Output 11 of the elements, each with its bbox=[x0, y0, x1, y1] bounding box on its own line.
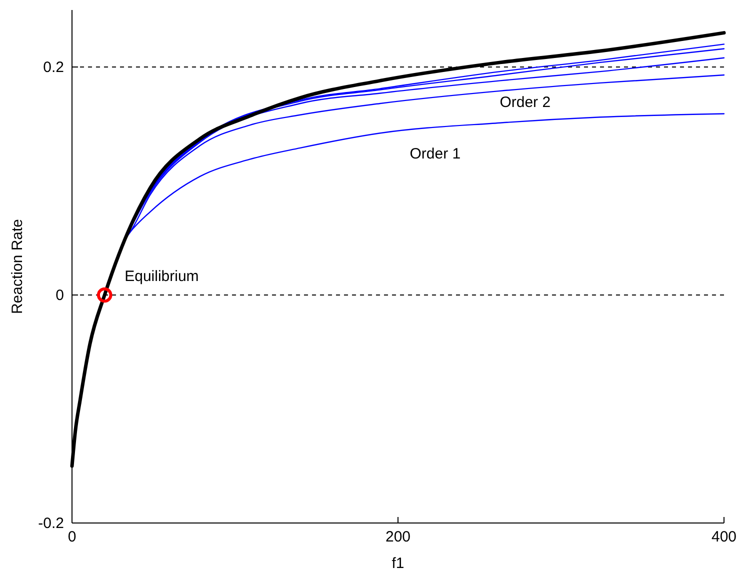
x-axis-title: f1 bbox=[392, 555, 404, 572]
y-tick-label: 0.2 bbox=[43, 58, 64, 76]
x-tick-label: 400 bbox=[711, 528, 737, 546]
y-tick-label: 0 bbox=[56, 286, 64, 304]
annotation: Order 1 bbox=[410, 145, 461, 162]
annotation: Order 2 bbox=[500, 94, 551, 111]
x-tick-label: 0 bbox=[68, 528, 76, 546]
y-axis-title: Reaction Rate bbox=[9, 218, 26, 314]
y-tick-label: -0.2 bbox=[38, 514, 64, 532]
annotation: Equilibrium bbox=[124, 268, 199, 285]
x-tick-label: 200 bbox=[385, 528, 411, 546]
